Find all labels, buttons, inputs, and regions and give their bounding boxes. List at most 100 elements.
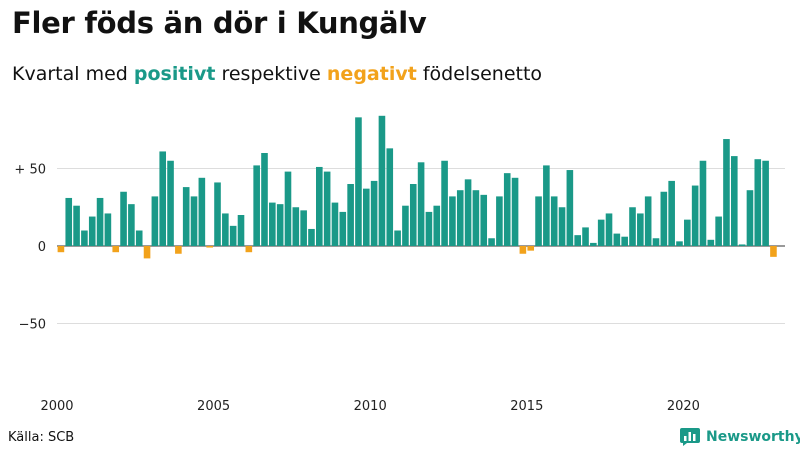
brand-name: Newsworthy [706,429,800,445]
bar [323,171,331,246]
bar [261,153,268,246]
bar [660,191,668,246]
bar [253,165,260,246]
bar [441,160,448,246]
x-tick-label: 2015 [510,399,543,414]
bar [691,185,699,246]
bar [738,244,746,246]
bar [159,151,167,246]
x-tick-label: 2020 [667,399,700,414]
bar [574,235,581,246]
subtitle-positive: positivt [133,63,216,85]
bar [245,246,253,253]
bar [316,166,323,246]
subtitle-negative: negativt [326,63,417,85]
bar [456,190,464,246]
bar [699,160,707,246]
bar [190,196,198,246]
bar [433,205,441,246]
bar [151,196,159,246]
bar [480,194,488,246]
y-tick-label: 0 [38,240,46,255]
bar [590,242,597,246]
bar [135,230,143,246]
axis-labels: + 50 0 −50 2000 2005 2010 2015 2020 [14,163,700,415]
bar [394,230,401,246]
bar [597,219,605,246]
bar-chart-logo-icon [680,428,700,446]
x-tick-label: 2000 [40,399,73,414]
bar [292,207,300,246]
bar [472,190,480,246]
bar [754,159,762,246]
bar [128,204,135,246]
bar [503,173,511,246]
bar [112,246,120,253]
bar [378,115,386,246]
bar [81,230,88,246]
bar [222,213,229,246]
bar [308,228,315,246]
bar [269,202,276,246]
bar [746,190,754,246]
bar [206,246,213,248]
x-tick-label: 2005 [197,399,230,414]
bar [362,188,370,246]
bars [57,115,777,259]
bar [723,139,730,246]
bar [237,215,245,246]
bar [488,238,495,246]
bar [386,148,394,246]
bar [566,170,574,246]
bar [347,184,354,246]
bar [167,160,174,246]
bar [355,117,362,246]
bar [417,162,425,246]
bar [684,219,691,246]
x-tick-label: 2010 [354,399,387,414]
bar [284,171,292,246]
subtitle-middle: respektive [215,63,327,85]
bar [613,233,621,246]
bar [339,211,347,246]
bar [543,165,550,246]
bar [104,213,112,246]
bar [535,196,542,246]
bar [96,197,104,246]
bar [409,184,417,246]
bar [762,160,769,246]
bar [229,225,237,246]
bar [300,210,307,246]
subtitle-suffix: födelsenetto [416,63,543,85]
bar [143,246,151,259]
bar [276,204,284,246]
bar [57,246,65,253]
bar [175,246,182,254]
bar [496,196,503,246]
bar [214,182,221,246]
bar [182,187,190,246]
bar [527,246,535,251]
bar [715,216,722,246]
bar [464,179,472,246]
bar [621,236,628,246]
bar [707,239,715,246]
bar [449,196,456,246]
bar [730,156,738,246]
source-note: Källa: SCB [8,430,75,445]
brand-logo: Newsworthy [680,428,800,446]
bar [120,191,127,246]
bar [65,197,73,246]
bar [637,213,644,246]
bar [370,180,378,246]
bar [519,246,527,254]
bar [676,241,683,246]
y-tick-label: + 50 [14,163,46,178]
y-tick-label: −50 [19,318,46,333]
bar [605,213,613,246]
subtitle-prefix: Kvartal med [12,63,134,85]
bar [402,205,409,246]
chart-title: Fler föds än dör i Kungälv [12,6,427,40]
bar [425,211,433,246]
